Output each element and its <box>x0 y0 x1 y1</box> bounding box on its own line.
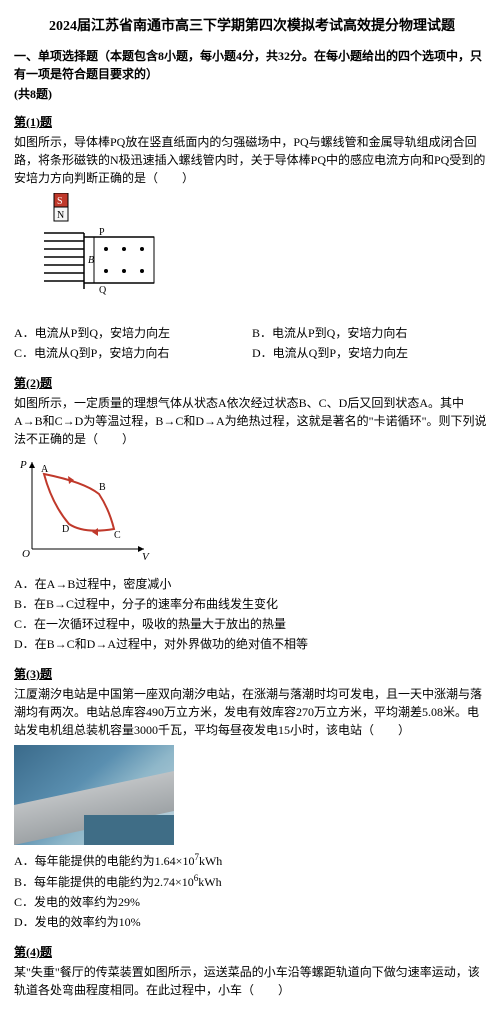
q3-opt-b-val: 2.74×106kWh <box>154 875 222 889</box>
q3-opt-a: A．每年能提供的电能约为1.64×107kWh <box>14 851 490 870</box>
q2-figure: P V O A B C D <box>14 454 490 569</box>
q1-opt-c: C．电流从Q到P，安培力向右 <box>14 344 252 362</box>
q1-opt-b: B．电流从P到Q，安培力向右 <box>252 324 490 342</box>
svg-text:S: S <box>57 196 63 207</box>
svg-text:Q: Q <box>99 285 107 296</box>
q3-opt-b: B．每年能提供的电能约为2.74×106kWh <box>14 872 490 891</box>
section-head: 一、单项选择题（本题包含8小题，每小题4分，共32分。在每小题给出的四个选项中，… <box>14 47 490 83</box>
q2-options: A．在A→B过程中，密度减小 B．在B→C过程中，分子的速率分布曲线发生变化 C… <box>14 575 490 655</box>
q2-opt-b: B．在B→C过程中，分子的速率分布曲线发生变化 <box>14 595 490 613</box>
svg-text:C: C <box>114 530 121 541</box>
q3-opt-c: C．发电的效率约为29% <box>14 893 490 911</box>
svg-text:A: A <box>41 464 49 475</box>
svg-text:B: B <box>99 482 106 493</box>
page-title: 2024届江苏省南通市高三下学期第四次模拟考试高效提分物理试题 <box>14 16 490 37</box>
q1-figure: S N P Q B <box>14 193 490 318</box>
q3-stem: 江厦潮汐电站是中国第一座双向潮汐电站，在涨潮与落潮时均可发电，且一天中涨潮与落潮… <box>14 685 490 739</box>
q3-options: A．每年能提供的电能约为1.64×107kWh B．每年能提供的电能约为2.74… <box>14 851 490 933</box>
q3-opt-a-pre: A．每年能提供的电能约为 <box>14 854 155 868</box>
q1-options: A．电流从P到Q，安培力向左 B．电流从P到Q，安培力向右 C．电流从Q到P，安… <box>14 324 490 364</box>
q3-opt-b-pre: B．每年能提供的电能约为 <box>14 875 154 889</box>
q2-opt-d: D．在B→C和D→A过程中，对外界做功的绝对值不相等 <box>14 635 490 653</box>
q1-stem: 如图所示，导体棒PQ放在竖直纸面内的匀强磁场中，PQ与螺线管和金属导轨组成闭合回… <box>14 133 490 187</box>
q2-opt-c: C．在一次循环过程中，吸收的热量大于放出的热量 <box>14 615 490 633</box>
q3-opt-d: D．发电的效率约为10% <box>14 913 490 931</box>
q1-opt-d: D．电流从Q到P，安培力向左 <box>252 344 490 362</box>
q1-opt-a: A．电流从P到Q，安培力向左 <box>14 324 252 342</box>
section-sub: (共8题) <box>14 85 490 103</box>
svg-text:V: V <box>142 551 150 563</box>
svg-text:B: B <box>88 255 94 266</box>
q2-number: 第(2)题 <box>14 374 490 392</box>
q3-opt-a-val: 1.64×107kWh <box>155 854 223 868</box>
q1-number: 第(1)题 <box>14 113 490 131</box>
svg-text:O: O <box>22 548 30 560</box>
q4-stem: 某"失重"餐厅的传菜装置如图所示，运送菜品的小车沿等螺距轨道向下做匀速率运动，该… <box>14 963 490 999</box>
q2-opt-a: A．在A→B过程中，密度减小 <box>14 575 490 593</box>
q3-number: 第(3)题 <box>14 665 490 683</box>
q4-number: 第(4)题 <box>14 943 490 961</box>
svg-text:D: D <box>62 524 69 535</box>
svg-text:P: P <box>19 459 27 471</box>
q2-stem: 如图所示，一定质量的理想气体从状态A依次经过状态B、C、D后又回到状态A。其中A… <box>14 394 490 448</box>
q3-figure <box>14 745 490 845</box>
svg-text:N: N <box>57 210 64 221</box>
